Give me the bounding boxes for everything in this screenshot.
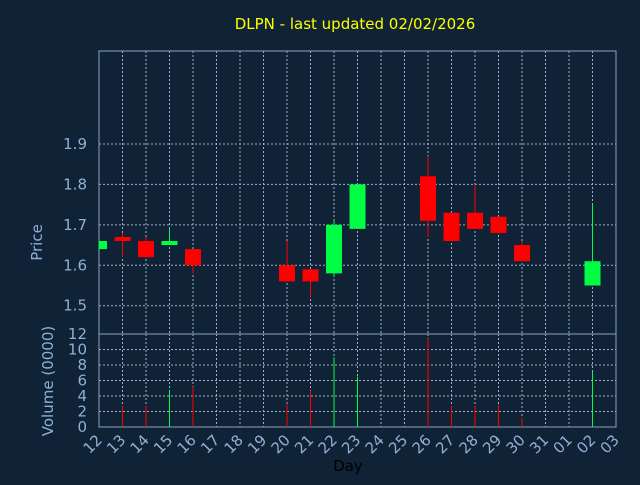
- candle-body: [443, 212, 460, 242]
- price-tick-label: 1.7: [63, 216, 87, 234]
- candle-body: [349, 184, 366, 229]
- candle-body: [185, 249, 201, 266]
- candle-body: [584, 261, 601, 286]
- volume-tick-label: 6: [77, 372, 87, 390]
- volume-tick-label: 10: [68, 341, 87, 359]
- candle-body: [302, 269, 319, 282]
- price-tick-label: 1.8: [63, 175, 87, 193]
- candle-body: [326, 224, 342, 274]
- volume-tick-label: 4: [77, 387, 87, 405]
- price-panel: 1.5 1.6 1.7 1.8 1.9 Price: [28, 50, 617, 335]
- volume-tick-label: 8: [77, 356, 87, 374]
- candle-body: [420, 176, 436, 221]
- chart-title: DLPN - last updated 02/02/2026: [235, 15, 476, 33]
- candle-body: [467, 212, 483, 229]
- candle-body: [490, 216, 507, 233]
- candle-body: [279, 265, 295, 282]
- candle-body: [138, 241, 154, 258]
- candle-body: [161, 241, 178, 246]
- price-axis-label: Price: [28, 224, 46, 261]
- price-tick-label: 1.9: [63, 135, 87, 153]
- volume-tick-label: 0: [77, 418, 87, 436]
- volume-axis-label: Volume (0000): [39, 326, 57, 436]
- candle-body: [114, 236, 131, 242]
- volume-tick-label: 2: [77, 403, 87, 421]
- candle-body: [99, 241, 107, 250]
- price-tick-label: 1.6: [63, 256, 87, 274]
- volume-tick-label: 12: [68, 325, 87, 343]
- price-tick-label: 1.5: [63, 297, 87, 315]
- candle-body: [514, 245, 530, 262]
- x-axis-label: Day: [333, 457, 363, 475]
